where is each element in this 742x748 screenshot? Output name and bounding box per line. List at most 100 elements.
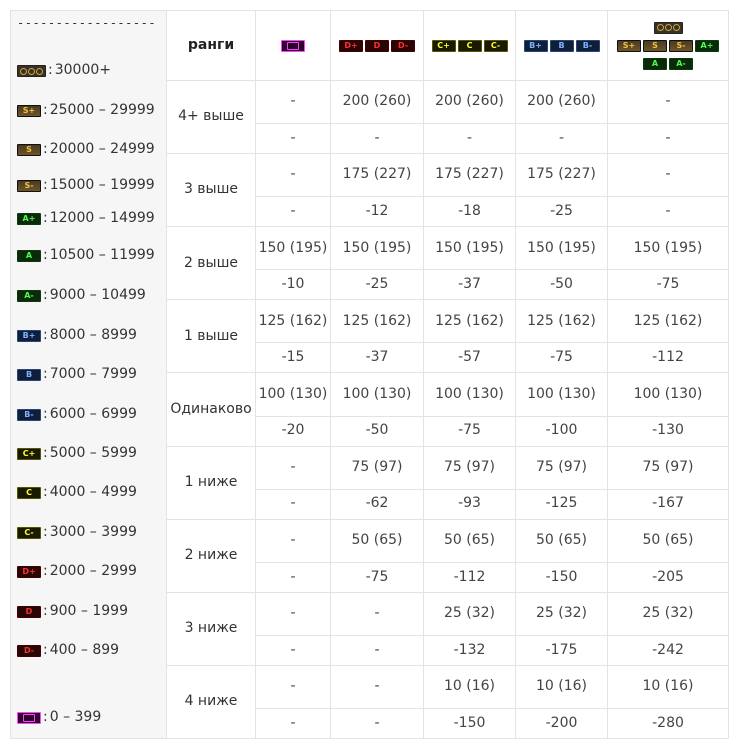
- loss-points-cell: -10: [255, 269, 331, 301]
- olympic-rings-rank-icon: [653, 21, 683, 34]
- loss-points-cell: -75: [423, 415, 516, 447]
- win-points-cell: 150 (195): [607, 226, 729, 271]
- rank-badge-icon: S: [17, 143, 41, 156]
- rank-badge-icon: B: [17, 369, 41, 381]
- rank-badge-icon: S-: [669, 39, 693, 52]
- legend-range: 6000 – 6999: [49, 405, 137, 422]
- header-row: ------------------:30000+ S+:25000 – 2999…: [10, 10, 729, 739]
- win-points-cell: 100 (130): [515, 372, 608, 417]
- win-points-cell: -: [607, 153, 729, 198]
- rank-badge-icon: S-: [17, 179, 41, 192]
- rank-points-table: ------------------:30000+ S+:25000 – 2999…: [10, 10, 729, 740]
- win-points-cell: 10 (16): [423, 664, 516, 710]
- legend-range: 20000 – 24999: [49, 140, 155, 157]
- legend-separator: :: [43, 366, 48, 383]
- legend-range: 15000 – 19999: [49, 176, 155, 193]
- legend-range: 25000 – 29999: [49, 101, 155, 118]
- win-points-cell: 25 (32): [515, 591, 608, 636]
- legend-range: 7000 – 7999: [49, 366, 137, 383]
- opponent-rank-header: S+ S S- A+ A A-: [607, 10, 729, 81]
- rank-badge-icon: B+: [523, 39, 548, 52]
- legend-range: 12000 – 14999: [49, 210, 155, 227]
- opponent-rank-header: C+ C C-: [423, 10, 516, 81]
- legend-item: A-:9000 – 10499: [17, 276, 166, 316]
- legend-item: C-:3000 – 3999: [17, 513, 166, 552]
- ranks-column-header: ранги: [166, 10, 256, 81]
- loss-points-row: - - -132 -175 -242: [11, 634, 729, 666]
- loss-points-cell: -: [255, 123, 331, 155]
- loss-points-cell: -57: [423, 342, 516, 374]
- newbie-rank-icon: [281, 39, 305, 52]
- win-points-row: 1 выше 125 (162) 125 (162) 125 (162) 125 (16…: [11, 299, 729, 374]
- legend-item: A:10500 – 11999: [17, 236, 166, 276]
- rank-badge-icon: D+: [17, 566, 41, 578]
- loss-points-cell: -: [607, 123, 729, 155]
- rank-badge-icon: B: [549, 39, 574, 52]
- rank-badge-icon: D: [365, 39, 389, 52]
- opponent-rank-header: D+ D D-: [330, 10, 424, 81]
- newbie-rank-icon: [17, 712, 41, 724]
- loss-points-cell: -130: [607, 415, 729, 447]
- legend-separator: :: [43, 326, 48, 343]
- win-points-cell: 200 (260): [515, 79, 608, 125]
- rank-difference-label: Одинаково: [166, 372, 256, 447]
- win-points-cell: 25 (32): [423, 591, 516, 636]
- rank-badge-icon: D-: [391, 39, 415, 52]
- win-points-cell: 75 (97): [607, 445, 729, 490]
- rank-badge-icon: D: [17, 605, 41, 618]
- rank-badge-icon: A-: [17, 290, 41, 302]
- loss-points-cell: -: [255, 634, 331, 666]
- win-points-cell: 150 (195): [330, 226, 424, 271]
- loss-points-cell: -20: [255, 415, 331, 447]
- rank-difference-label: 1 ниже: [166, 445, 256, 520]
- rank-difference-label: 4+ выше: [166, 79, 256, 155]
- rank-legend: ------------------:30000+ S+:25000 – 2999…: [10, 10, 167, 739]
- legend-separator: :: [43, 287, 48, 304]
- legend-separator: :: [43, 709, 48, 726]
- win-points-cell: -: [255, 591, 331, 636]
- legend-separator: :: [43, 484, 48, 501]
- rank-difference-label: 4 ниже: [166, 664, 256, 740]
- legend-item: C+:5000 – 5999: [17, 434, 166, 473]
- loss-points-cell: -50: [330, 415, 424, 447]
- win-points-cell: 125 (162): [423, 299, 516, 344]
- win-points-cell: 50 (65): [515, 518, 608, 563]
- loss-points-cell: -: [423, 123, 516, 155]
- legend-divider: ------------------: [17, 16, 157, 30]
- legend-item: B-:6000 – 6999: [17, 395, 166, 434]
- loss-points-cell: -: [607, 196, 729, 228]
- loss-points-cell: -242: [607, 634, 729, 666]
- rank-badge-icon: A: [643, 57, 667, 70]
- rank-difference-label: 3 ниже: [166, 591, 256, 666]
- legend-item: :0 – 399: [17, 698, 166, 738]
- loss-points-cell: -: [255, 488, 331, 520]
- loss-points-cell: -: [330, 634, 424, 666]
- rank-badge-icon: B+: [17, 329, 41, 342]
- rank-badge-icon: D+: [339, 39, 363, 52]
- legend-item: D:900 – 1999: [17, 592, 166, 631]
- win-points-cell: 50 (65): [423, 518, 516, 563]
- win-points-cell: 125 (162): [330, 299, 424, 344]
- win-points-row: 4 ниже - -10 (16) 10 (16) 10 (16): [11, 664, 729, 740]
- win-points-cell: 75 (97): [330, 445, 424, 490]
- loss-points-cell: -18: [423, 196, 516, 228]
- rank-badge-icon: S+: [17, 104, 41, 117]
- win-points-cell: 200 (260): [330, 79, 424, 125]
- loss-points-cell: -167: [607, 488, 729, 520]
- win-points-cell: 100 (130): [255, 372, 331, 417]
- legend-range: 0 – 399: [49, 709, 102, 726]
- legend-range: 5000 – 5999: [49, 444, 137, 461]
- legend-item: C:4000 – 4999: [17, 473, 166, 513]
- rank-badge-icon: A+: [17, 213, 41, 225]
- legend-item: S:20000 – 24999: [17, 130, 166, 169]
- loss-points-cell: -200: [515, 708, 608, 739]
- loss-points-row: -10 -25 -37 -50 -75: [11, 269, 729, 301]
- rank-badge-icon: A: [17, 250, 41, 262]
- win-points-cell: 200 (260): [423, 79, 516, 125]
- rank-difference-label: 1 выше: [166, 299, 256, 374]
- loss-points-cell: -62: [330, 488, 424, 520]
- loss-points-cell: -150: [515, 561, 608, 593]
- win-points-cell: 100 (130): [330, 372, 424, 417]
- rank-badge-icon: C: [457, 39, 482, 52]
- loss-points-cell: -: [255, 196, 331, 228]
